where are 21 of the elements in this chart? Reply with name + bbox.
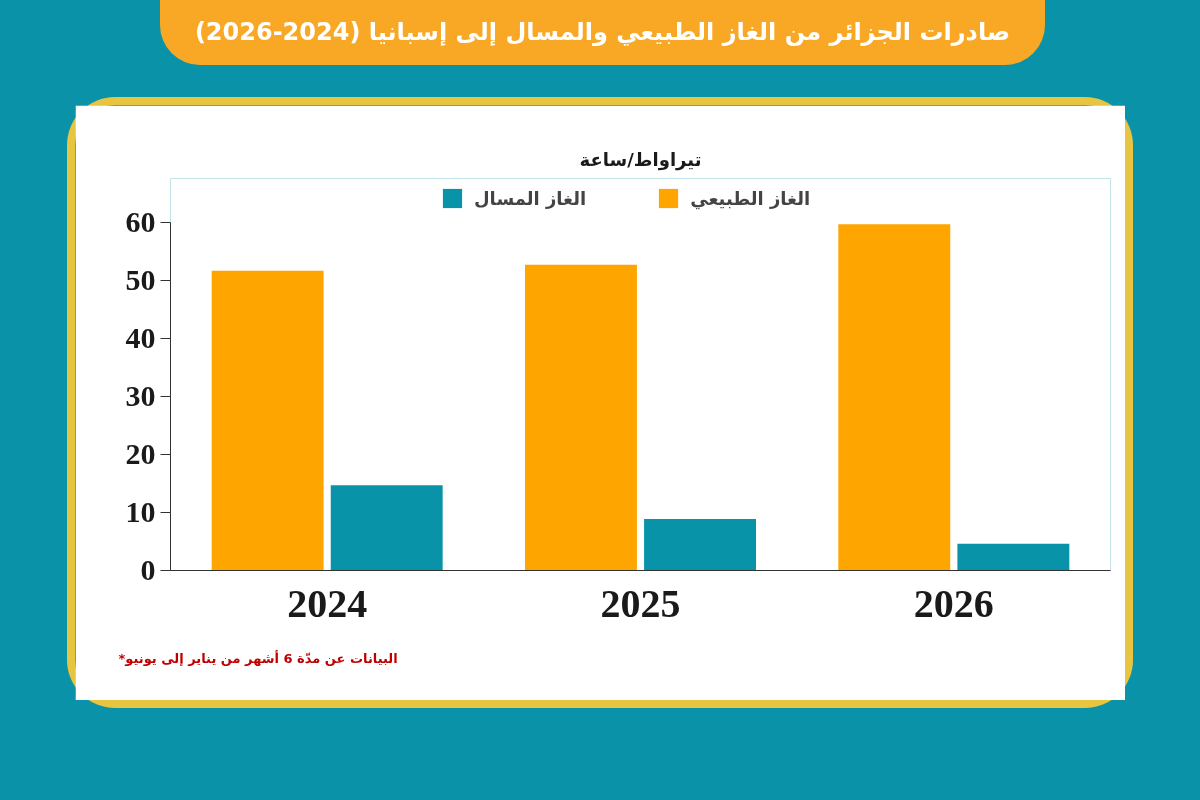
bar (644, 518, 756, 571)
y-tick-label: 30 (125, 379, 156, 412)
x-tick-label: 2025 (600, 580, 681, 626)
bar (957, 543, 1070, 571)
x-tick-label: 2026 (913, 580, 994, 626)
y-tick-label: 10 (125, 495, 156, 528)
legend-label: الغاز المسال (474, 187, 587, 209)
text: *البيانات عن مدّة 6 أشهر من يناير إلى يونيو (118, 650, 398, 666)
x-tick-label: 2024 (287, 580, 368, 626)
y-tick-label: 50 (125, 263, 156, 296)
legend-label: الغاز الطبيعي (690, 187, 811, 209)
bar (838, 224, 951, 571)
bar (525, 264, 637, 571)
bar (211, 270, 324, 571)
y-tick-label: 40 (125, 321, 156, 354)
y-axis-title: تيراواط/ساعة (579, 149, 702, 171)
y-tick-label: 20 (125, 437, 156, 470)
y-tick-label: 0 (140, 553, 156, 586)
y-tick-label: 60 (125, 205, 156, 238)
chart-title: صادرات الجزائر من الغاز الطبيعي والمسال إلى إسبانيا (2024-2026) (194, 17, 1011, 48)
bar (330, 485, 443, 571)
